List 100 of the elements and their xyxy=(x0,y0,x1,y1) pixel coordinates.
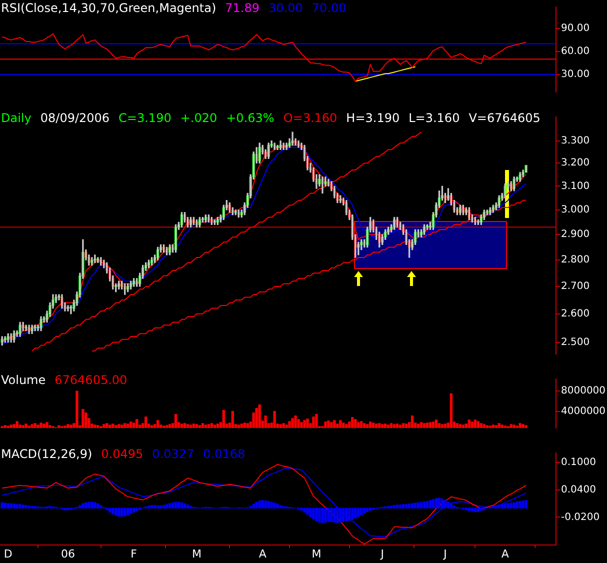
bar xyxy=(360,508,363,516)
bar xyxy=(363,508,366,514)
bar xyxy=(464,508,468,510)
y-tick-label: 2.900 xyxy=(561,229,590,240)
y-tick-label: -0.0200 xyxy=(561,512,600,523)
bar xyxy=(446,502,450,508)
bar xyxy=(24,505,28,508)
bar xyxy=(408,504,411,508)
bar xyxy=(168,503,172,508)
y-tick-label: 4000000 xyxy=(561,406,606,417)
bar xyxy=(416,502,420,508)
y-tick-label: 3.300 xyxy=(561,135,590,146)
bar xyxy=(0,502,4,508)
bar xyxy=(312,508,315,520)
bar xyxy=(321,508,324,524)
bar xyxy=(351,508,354,520)
chart-title: RSI(Close,14,30,70,Green,Magenta) xyxy=(1,1,216,15)
bar xyxy=(524,500,528,508)
bar xyxy=(270,502,273,508)
candlestick xyxy=(524,165,528,173)
bar xyxy=(96,503,100,508)
bar xyxy=(330,508,333,522)
bar xyxy=(171,502,174,508)
y-tick-label: 2.500 xyxy=(561,336,590,348)
bar xyxy=(106,508,108,510)
x-tick-label: J xyxy=(442,547,447,560)
y-tick-label: 0.1000 xyxy=(561,457,596,468)
bar xyxy=(333,508,336,523)
bar xyxy=(153,505,156,508)
bar xyxy=(390,506,393,508)
y-tick-label: 60.00 xyxy=(561,46,590,58)
bar xyxy=(324,508,327,523)
bar xyxy=(522,500,524,508)
bar xyxy=(306,508,309,515)
bar xyxy=(494,506,498,508)
y-tick-label: 30.00 xyxy=(561,68,590,80)
y-tick-label: 8000000 xyxy=(561,386,606,397)
bar xyxy=(249,506,252,508)
bar xyxy=(500,504,504,508)
bar xyxy=(516,501,518,508)
bar xyxy=(4,502,6,508)
bar xyxy=(452,506,456,508)
bar xyxy=(130,508,132,514)
bar xyxy=(398,504,402,508)
y-tick-label: 3.100 xyxy=(561,180,590,192)
x-tick-label: M xyxy=(192,547,202,560)
bar xyxy=(28,506,30,508)
y-tick-label: 3.200 xyxy=(561,158,590,169)
bar xyxy=(261,500,264,508)
bar xyxy=(100,505,102,508)
y-tick-label: 3.000 xyxy=(561,204,590,216)
chart-title: Volume xyxy=(1,373,46,387)
bar xyxy=(258,500,261,508)
y-tick-label: 0.0400 xyxy=(561,484,596,496)
bar xyxy=(336,508,339,524)
y-tick-label: 2.600 xyxy=(561,308,590,320)
bar xyxy=(273,502,276,508)
bar xyxy=(282,506,285,508)
bar xyxy=(303,508,306,513)
bar xyxy=(186,504,190,508)
bar xyxy=(279,505,282,508)
bar xyxy=(180,502,184,508)
bar xyxy=(120,508,124,517)
bar xyxy=(124,508,126,516)
bar xyxy=(112,508,114,514)
bar xyxy=(387,506,390,508)
bar xyxy=(438,498,441,508)
bar xyxy=(22,504,24,508)
annotation: O=3.160 xyxy=(283,111,338,125)
bar xyxy=(94,502,96,508)
bar xyxy=(162,505,166,508)
bar xyxy=(315,508,318,522)
annotation: 70.00 xyxy=(312,1,346,15)
bar xyxy=(18,504,22,508)
bar xyxy=(300,508,303,511)
bar xyxy=(150,505,154,508)
bar xyxy=(84,502,88,508)
annotation: +.020 xyxy=(180,111,218,125)
annotation: 0.0327 xyxy=(152,447,194,461)
annotation: 08/09/2006 xyxy=(40,111,110,125)
bar xyxy=(126,508,130,516)
bar xyxy=(422,501,426,508)
bar xyxy=(318,508,321,523)
y-tick-label: 90.00 xyxy=(561,23,590,34)
annotation: H=3.190 xyxy=(346,111,400,125)
bar xyxy=(434,498,438,508)
bar xyxy=(6,503,10,508)
bar xyxy=(444,500,447,508)
bar xyxy=(156,506,160,508)
bar xyxy=(90,502,94,508)
x-tick-label: D xyxy=(4,547,12,560)
bar xyxy=(510,502,512,508)
bar xyxy=(78,505,82,508)
bar xyxy=(64,508,66,510)
bar xyxy=(189,506,192,508)
annotation: 0.0495 xyxy=(101,447,144,461)
chart-title: MACD(12,26,9) xyxy=(1,447,92,461)
x-tick-label: A xyxy=(258,547,267,560)
bar xyxy=(177,502,180,508)
x-tick-label: 06 xyxy=(60,547,75,560)
